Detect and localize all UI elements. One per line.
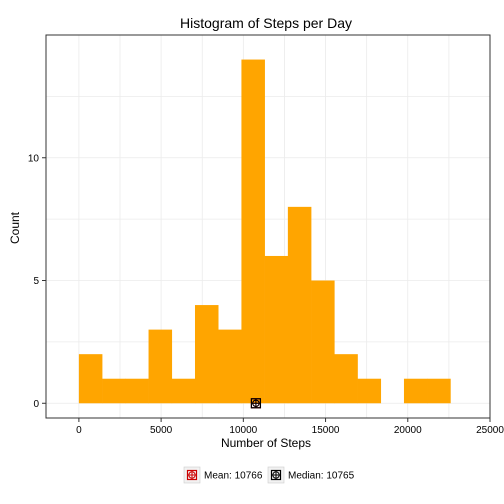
histogram-bar [125, 378, 149, 404]
histogram-bar [357, 378, 382, 404]
x-axis-title: Number of Steps [221, 436, 311, 450]
median-marker [250, 398, 262, 409]
y-tick-label: 5 [33, 276, 39, 287]
legend-label-median: Median: 10765 [288, 471, 355, 482]
y-tick-label: 10 [28, 153, 40, 164]
histogram-bar [403, 378, 428, 404]
histogram-bar [78, 354, 103, 404]
y-tick-label: 0 [33, 399, 39, 410]
histogram-bar [287, 206, 312, 404]
histogram-bar [218, 329, 242, 404]
chart-title: Histogram of Steps per Day [180, 15, 352, 31]
histogram-bar [102, 378, 126, 404]
axes: 0 5000 10000 15000 20000 25000 0 5 10 [28, 153, 504, 436]
x-tick-label: 10000 [229, 425, 257, 436]
y-axis-title: Count [8, 211, 22, 244]
histogram-bar [264, 255, 289, 404]
legend: Mean: 10766 Median: 10765 [183, 466, 355, 484]
x-tick-label: 5000 [150, 425, 173, 436]
x-tick-label: 0 [76, 425, 82, 436]
legend-label-mean: Mean: 10766 [204, 471, 263, 482]
stat-markers [250, 398, 262, 409]
histogram-bar [171, 378, 196, 404]
x-tick-label: 15000 [312, 425, 340, 436]
x-tick-label: 25000 [476, 425, 504, 436]
legend-median-marker [270, 469, 282, 481]
histogram-bar [427, 378, 451, 404]
histogram-bar [311, 280, 335, 404]
histogram-bar [334, 354, 358, 404]
histogram-bar [194, 305, 219, 404]
legend-mean-marker [186, 469, 198, 481]
plot-panel-border [45, 34, 491, 419]
histogram-bar [241, 59, 265, 404]
histogram-bars [78, 59, 451, 404]
histogram-bar [148, 329, 173, 404]
x-tick-label: 20000 [394, 425, 422, 436]
